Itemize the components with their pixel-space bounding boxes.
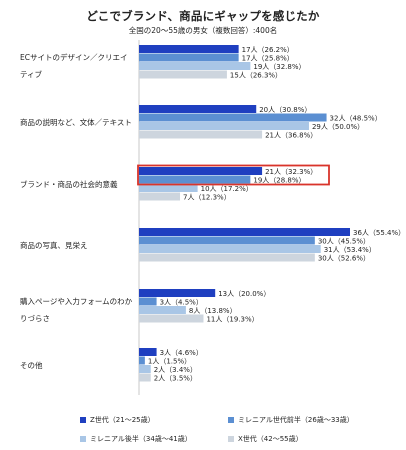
category-label: その他 [20,360,43,370]
data-label: 10人（17.2%） [201,185,253,193]
bar [139,365,151,373]
bar [139,348,157,356]
data-label: 3人（4.5%） [160,298,203,306]
bar [139,45,239,53]
bar [139,228,350,236]
bar [139,356,145,365]
data-label: 17人（26.2%） [242,46,294,54]
bar [139,236,315,245]
legend-item-gen-z: Z世代（21～25歳） [80,415,155,425]
data-label: 8人（13.8%） [189,307,237,315]
bar [139,53,239,62]
data-label: 2人（3.5%） [154,374,197,382]
chart-title: どこでブランド、商品にギャップを感じたか [86,9,320,23]
data-label: 2人（3.4%） [154,366,197,374]
bar [139,297,157,306]
legend-label-millennial-late: ミレニアル後半（34歳～41歳） [90,435,192,443]
data-label: 11人（19.3%） [206,315,258,323]
category-label: 商品の写真、見栄え [20,240,88,250]
bar [139,253,315,262]
legend-swatch-gen-x [228,436,234,442]
bar [139,175,251,184]
data-label: 36人（55.4%） [353,229,405,237]
category-label: ティブ [20,69,43,79]
data-label: 19人（32.8%） [253,63,305,71]
data-label: 30人（45.5%） [318,237,370,245]
category-label: 購入ページや入力フォームのわか [20,296,133,306]
bar [139,245,321,253]
legend-item-millennial-early: ミレニアル世代前半（26歳～33歳） [228,415,354,425]
category-label: 商品の説明など、文体／テキスト [20,117,132,127]
legend-swatch-millennial-late [80,436,86,442]
data-label: 20人（30.8%） [259,106,311,114]
data-label: 1人（1.5%） [148,357,191,365]
highlight-box [137,164,330,186]
data-label: 21人（36.8%） [265,131,317,139]
data-label: 19人（28.8%） [253,176,305,184]
bar [139,70,227,79]
data-label: 31人（53.4%） [324,246,376,254]
category-label: りづらさ [20,314,50,323]
data-label: 3人（4.6%） [160,349,203,357]
data-label: 13人（20.0%） [218,290,270,298]
chart-subtitle: 全国の20～55歳の男女（複数回答）:400名 [128,26,278,35]
bar [139,62,251,70]
category-label: ECサイトのデザイン／クリエイ [20,52,127,62]
legend-swatch-millennial-early [228,417,234,423]
data-label: 32人（48.5%） [330,114,382,122]
data-label: 29人（50.0%） [312,123,364,131]
bar [139,113,327,122]
data-label: 21人（32.3%） [265,168,317,176]
data-label: 15人（26.3%） [230,71,282,79]
data-label: 7人（12.3%） [183,193,231,201]
legend-item-millennial-late: ミレニアル後半（34歳～41歳） [80,434,192,444]
category-label: ブランド・商品の社会的意義 [20,179,118,189]
legend-swatch-gen-z [80,417,86,423]
bar [139,167,263,175]
bar [139,289,216,297]
data-label: 17人（25.8%） [242,54,294,62]
data-label: 30人（52.6%） [318,254,370,262]
bar [139,373,151,382]
legend-label-millennial-early: ミレニアル世代前半（26歳～33歳） [238,416,354,424]
legend-label-gen-z: Z世代（21～25歳） [90,416,155,424]
bar [139,192,181,201]
legend-label-gen-x: X世代（42～55歳） [238,435,303,443]
legend-item-gen-x: X世代（42～55歳） [228,434,303,444]
bar [139,105,257,113]
bar [139,306,186,314]
bar [139,184,198,192]
bar [139,314,204,323]
bar [139,130,263,139]
bar [139,122,309,130]
